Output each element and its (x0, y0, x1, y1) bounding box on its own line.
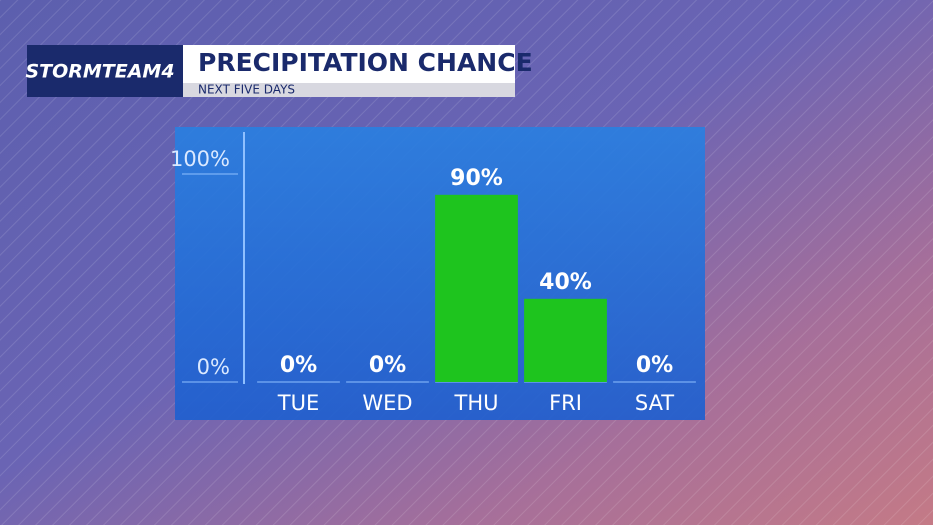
brand: STORMTEAM4 (25, 61, 174, 83)
x-tick-label: THU (454, 391, 499, 415)
value-label: 0% (369, 353, 406, 378)
x-tick-label: TUE (277, 391, 319, 415)
chart-title: PRECIPITATION CHANCE (198, 48, 533, 77)
bar (524, 298, 607, 382)
y-tick-label: 0% (197, 355, 230, 379)
bar (435, 194, 518, 382)
value-label: 90% (450, 166, 503, 191)
chart-subtitle: NEXT FIVE DAYS (198, 83, 295, 97)
logo-box (27, 45, 183, 97)
x-tick-label: WED (362, 391, 412, 415)
value-label: 0% (280, 353, 317, 378)
subtitle-box (183, 83, 515, 97)
y-tick-label: 100% (170, 147, 230, 171)
x-tick-label: SAT (635, 391, 674, 415)
x-tick-label: FRI (549, 391, 582, 415)
value-label: 0% (636, 353, 673, 378)
title-box (183, 45, 515, 83)
value-label: 40% (539, 270, 592, 295)
